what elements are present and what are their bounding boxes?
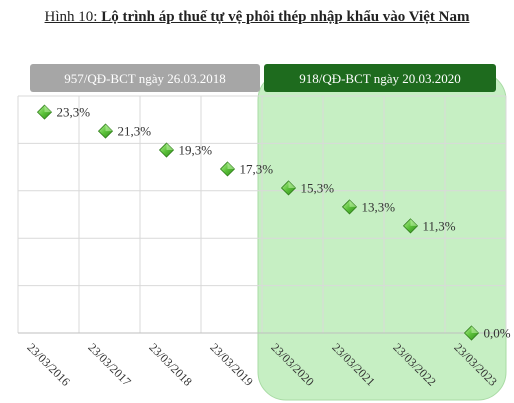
figure-prefix: Hình 10: [44,9,102,25]
data-point-highlight [410,218,418,226]
data-label-4: 17,3% [240,161,274,176]
data-label-6: 13,3% [362,199,396,214]
data-point-4[interactable] [219,161,236,177]
data-point-marker [219,161,236,177]
data-label-7: 11,3% [423,218,456,233]
data-point-marker [402,218,419,234]
data-point-marker [280,180,297,196]
phase-band-2 [264,64,496,92]
x-tick-label-1: 23/03/2016 [24,340,73,389]
data-point-6[interactable] [341,199,358,215]
figure-title-text: Lộ trình áp thuế tự vệ phôi thép nhập kh… [101,9,470,25]
data-point-marker [341,199,358,215]
data-point-5[interactable] [280,180,297,196]
data-label-1: 23,3% [57,105,91,120]
data-point-highlight [166,143,174,151]
data-point-1[interactable] [36,104,53,120]
phase-band-label-1: 957/QĐ-BCT ngày 26.03.2018 [64,71,226,86]
x-tick-label-2: 23/03/2017 [85,340,134,389]
phase-band-label-2: 918/QĐ-BCT ngày 20.03.2020 [299,71,461,86]
data-point-marker [97,123,114,139]
data-point-highlight [105,124,113,132]
data-label-8: 0,0% [484,326,511,341]
data-point-8[interactable] [463,325,480,341]
data-point-marker [158,142,175,158]
x-tick-label-3: 23/03/2018 [146,340,195,389]
data-point-3[interactable] [158,142,175,158]
data-point-highlight [44,105,52,113]
data-point-highlight [471,326,479,333]
phase-band-1 [30,64,260,92]
data-label-2: 21,3% [118,124,152,139]
data-point-highlight [349,199,357,207]
figure-title: Hình 10: Lộ trình áp thuế tự vệ phôi thé… [0,9,514,26]
data-point-highlight [227,161,235,169]
data-point-marker [36,104,53,120]
data-point-marker [463,325,480,341]
x-tick-label-4: 23/03/2019 [207,340,256,389]
data-point-2[interactable] [97,123,114,139]
data-label-5: 15,3% [301,180,335,195]
data-point-highlight [288,180,296,188]
data-point-7[interactable] [402,218,419,234]
data-label-3: 19,3% [179,143,213,158]
